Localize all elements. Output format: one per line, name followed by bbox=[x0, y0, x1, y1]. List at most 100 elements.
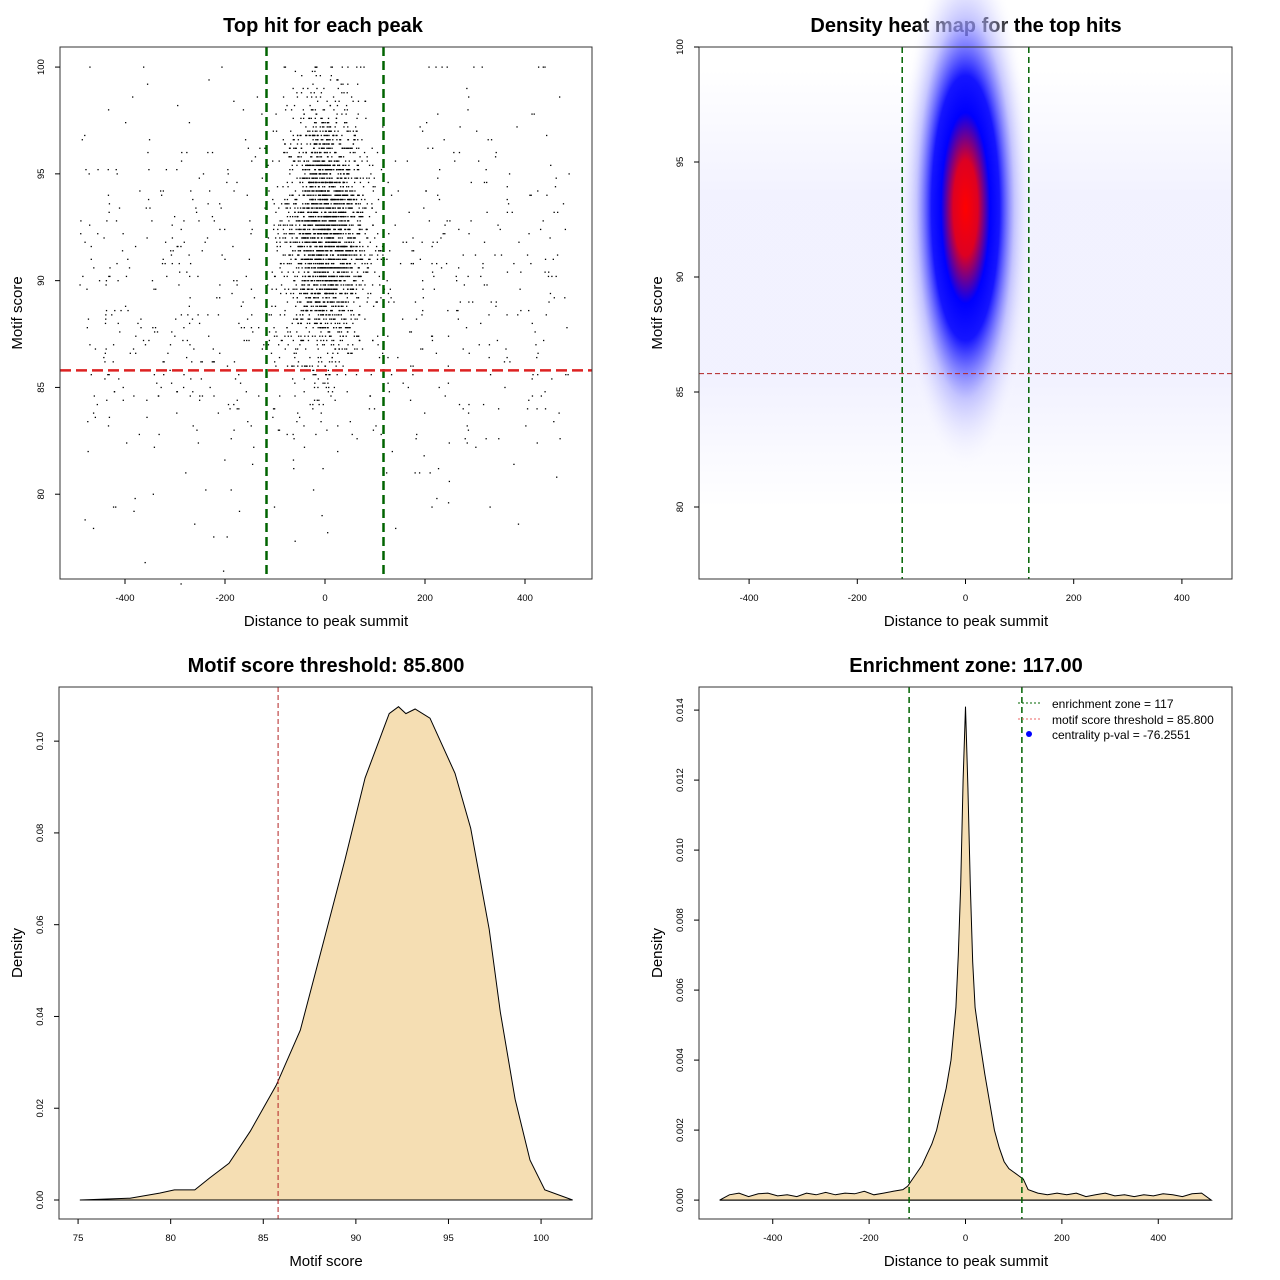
y-tick-label: 0.000 bbox=[675, 1188, 686, 1212]
scatter-point bbox=[317, 156, 319, 158]
scatter-point bbox=[375, 211, 377, 214]
scatter-point bbox=[298, 151, 300, 154]
scatter-point bbox=[323, 309, 325, 312]
scatter-point bbox=[313, 237, 316, 239]
scatter-point bbox=[311, 190, 313, 192]
panel3-xlabel: Motif score bbox=[289, 1253, 362, 1270]
scatter-point bbox=[313, 241, 315, 243]
scatter-point bbox=[304, 254, 306, 256]
scatter-point bbox=[326, 322, 329, 325]
scatter-point bbox=[307, 237, 309, 239]
scatter-point bbox=[312, 408, 314, 410]
scatter-point bbox=[325, 220, 327, 222]
scatter-point bbox=[498, 438, 500, 440]
scatter-point bbox=[348, 173, 350, 175]
scatter-point bbox=[332, 305, 335, 307]
x-tick-label: 85 bbox=[258, 1233, 269, 1244]
scatter-point bbox=[308, 233, 310, 235]
scatter-point bbox=[325, 194, 327, 196]
scatter-point bbox=[549, 292, 552, 295]
scatter-point bbox=[207, 151, 209, 154]
scatter-point bbox=[309, 186, 312, 188]
scatter-point bbox=[320, 356, 322, 359]
scatter-point bbox=[343, 318, 346, 320]
legend-blue-dot bbox=[1026, 731, 1032, 737]
scatter-point bbox=[333, 301, 335, 303]
scatter-point bbox=[286, 181, 289, 184]
scatter-point bbox=[287, 186, 289, 188]
scatter-point bbox=[190, 190, 192, 192]
scatter-point bbox=[431, 506, 433, 508]
scatter-point bbox=[367, 297, 369, 299]
scatter-point bbox=[558, 96, 561, 98]
scatter-point bbox=[108, 211, 110, 214]
scatter-point bbox=[292, 139, 294, 141]
scatter-point bbox=[312, 186, 314, 188]
scatter-point bbox=[90, 245, 92, 248]
scatter-point bbox=[338, 305, 340, 307]
scatter-point bbox=[316, 250, 318, 252]
scatter-point bbox=[338, 164, 341, 167]
scatter-point bbox=[333, 271, 335, 273]
scatter-point bbox=[88, 173, 90, 175]
scatter-point bbox=[322, 168, 324, 171]
scatter-point bbox=[291, 215, 294, 218]
scatter-point bbox=[351, 207, 353, 209]
scatter-point bbox=[298, 271, 300, 273]
scatter-point bbox=[328, 190, 330, 192]
scatter-point bbox=[347, 284, 349, 286]
scatter-point bbox=[251, 228, 253, 231]
scatter-point bbox=[297, 335, 300, 337]
scatter-point bbox=[308, 164, 310, 167]
scatter-point bbox=[133, 510, 135, 512]
scatter-point bbox=[339, 177, 342, 179]
scatter-point bbox=[294, 215, 296, 218]
scatter-point bbox=[344, 198, 346, 201]
scatter-point bbox=[317, 365, 319, 367]
scatter-point bbox=[156, 331, 159, 333]
scatter-point bbox=[307, 87, 309, 90]
scatter-point bbox=[474, 254, 477, 256]
scatter-point bbox=[349, 233, 351, 235]
scatter-point bbox=[191, 361, 193, 363]
scatter-point bbox=[108, 374, 110, 376]
scatter-point bbox=[321, 280, 323, 282]
scatter-point bbox=[466, 425, 468, 427]
x-tick-label: 0 bbox=[322, 593, 327, 604]
scatter-point bbox=[286, 327, 288, 329]
scatter-point bbox=[304, 233, 306, 235]
scatter-point bbox=[311, 151, 314, 154]
scatter-point bbox=[359, 245, 361, 248]
scatter-point bbox=[332, 297, 335, 299]
scatter-point bbox=[548, 301, 550, 303]
scatter-point bbox=[444, 233, 446, 235]
scatter-point bbox=[316, 156, 318, 158]
scatter-point bbox=[486, 181, 488, 184]
scatter-point bbox=[304, 207, 306, 209]
scatter-point bbox=[378, 275, 381, 278]
scatter-point bbox=[164, 262, 166, 265]
scatter-point bbox=[286, 198, 289, 201]
scatter-point bbox=[291, 228, 293, 231]
scatter-point bbox=[363, 66, 365, 68]
scatter-point bbox=[333, 280, 335, 282]
scatter-point bbox=[340, 305, 343, 307]
scatter-point bbox=[506, 356, 508, 359]
scatter-point bbox=[271, 288, 273, 290]
scatter-point bbox=[325, 207, 327, 209]
scatter-point bbox=[311, 211, 313, 214]
scatter-point bbox=[274, 305, 277, 307]
scatter-point bbox=[144, 344, 147, 346]
scatter-point bbox=[408, 211, 410, 214]
scatter-point bbox=[412, 250, 415, 252]
scatter-point bbox=[320, 203, 323, 205]
scatter-point bbox=[301, 75, 303, 77]
scatter-point bbox=[328, 258, 331, 260]
scatter-point bbox=[147, 198, 150, 201]
scatter-point bbox=[322, 109, 324, 111]
scatter-point bbox=[489, 506, 491, 508]
scatter-point bbox=[536, 442, 538, 444]
scatter-point bbox=[313, 233, 315, 235]
scatter-point bbox=[495, 301, 497, 303]
scatter-point bbox=[421, 130, 424, 132]
